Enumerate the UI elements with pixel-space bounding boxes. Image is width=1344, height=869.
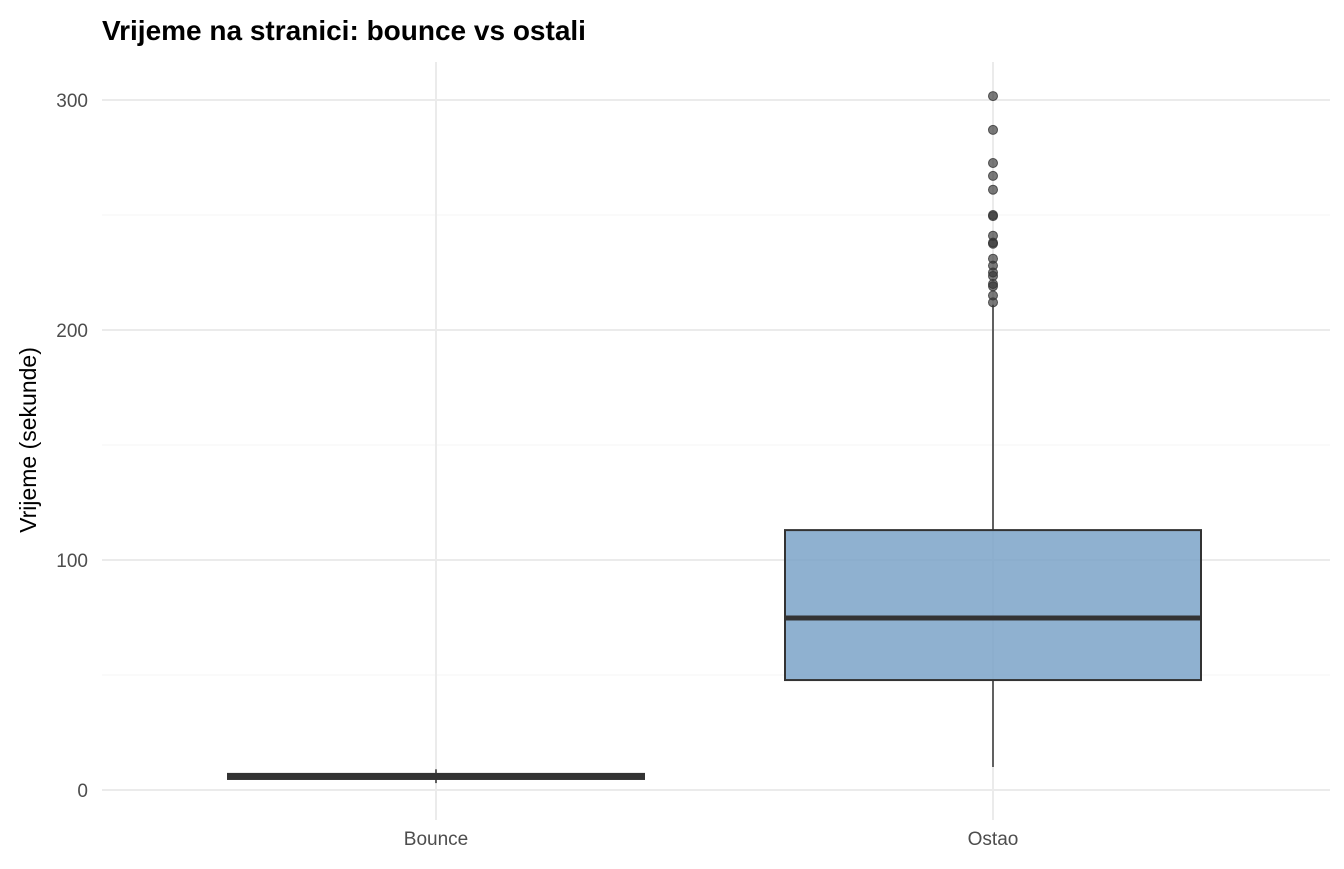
y-axis-label: Vrijeme (sekunde) bbox=[15, 347, 41, 533]
box-bounce bbox=[227, 769, 645, 784]
y-tick-label: 100 bbox=[56, 551, 88, 572]
x-tick-label: Ostao bbox=[968, 829, 1019, 850]
chart-title: Vrijeme na stranici: bounce vs ostali bbox=[102, 15, 586, 46]
outlier-point bbox=[988, 170, 998, 181]
outlier-point bbox=[988, 91, 998, 102]
outlier-point bbox=[988, 184, 998, 195]
outlier-point bbox=[988, 281, 998, 292]
outlier-point bbox=[988, 297, 998, 308]
outlier-point bbox=[988, 238, 998, 249]
y-tick-label: 200 bbox=[56, 321, 88, 342]
x-tick-label: Bounce bbox=[404, 829, 468, 850]
outlier-point bbox=[988, 211, 998, 222]
y-tick-label: 0 bbox=[77, 781, 88, 802]
outlier-point bbox=[988, 124, 998, 135]
box-ostao bbox=[784, 91, 1202, 767]
outlier-point bbox=[988, 158, 998, 169]
box-iqr bbox=[784, 529, 1202, 682]
y-tick-label: 300 bbox=[56, 91, 88, 112]
